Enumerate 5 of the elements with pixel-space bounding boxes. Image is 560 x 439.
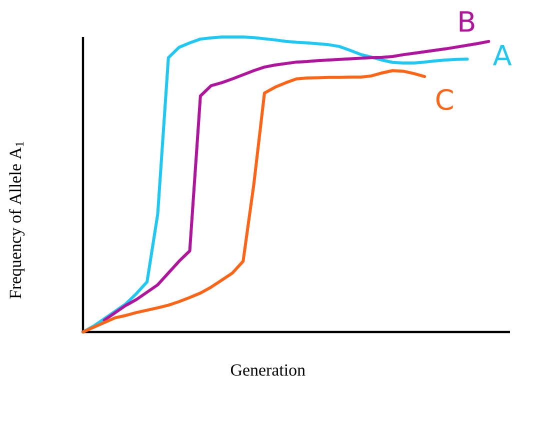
y-axis-title: Frequency of Allele A$_{1}$	[9, 142, 25, 299]
x-axis-title: Generation	[230, 364, 306, 376]
series-label: C	[436, 88, 453, 110]
series-label: B	[460, 11, 474, 32]
series-label: A	[492, 44, 512, 66]
